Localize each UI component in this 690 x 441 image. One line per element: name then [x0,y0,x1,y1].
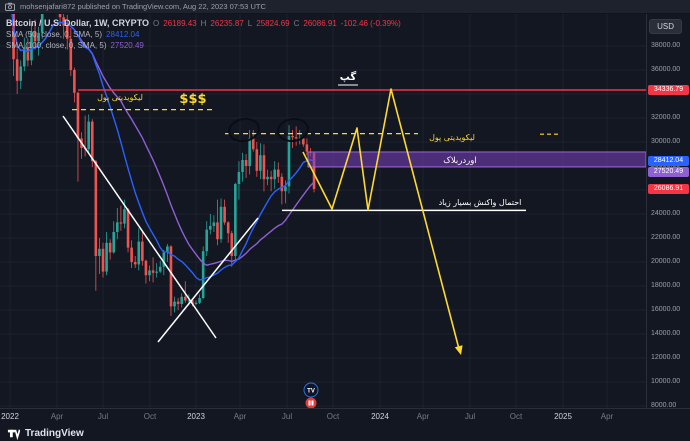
footer-bar: TradingView [0,425,690,441]
sma50-line[interactable] [10,14,315,281]
time-tick-label: Oct [509,412,523,421]
tradingview-logo-icon[interactable] [7,427,20,440]
time-tick-label: 2024 [371,412,389,421]
price-label-chip: 28412.04 [648,156,689,167]
time-tick-label: 2023 [187,412,205,421]
chart-legend: Bitcoin / U.S. Dollar, 1W, CRYPTO O 26189… [6,18,401,51]
time-tick-label: Oct [326,412,340,421]
low-label: L [247,19,253,28]
price-tick-label: 10000.00 [651,378,681,385]
time-tick-label: Jul [464,412,476,421]
price-label-chip: 27520.49 [648,166,689,177]
sma50-legend-label[interactable]: SMA (50, close, 0, SMA, 5) [6,30,103,39]
price-tick-label: 38000.00 [651,42,681,49]
annotation-text-1[interactable]: گپ [340,70,357,83]
price-tick-label: 24000.00 [651,210,681,217]
low-value: 25824.69 [256,19,290,28]
time-tick-label: Oct [143,412,157,421]
projection-path[interactable] [302,88,460,350]
symbol-title[interactable]: Bitcoin / U.S. Dollar, 1W, CRYPTO [6,18,150,28]
annotation-text-5[interactable]: اوردربلاک [443,156,477,166]
time-tick-label: Apr [233,412,247,421]
price-tick-label: 30000.00 [651,138,681,145]
price-tick-label: 36000.00 [651,66,681,73]
trendline-1[interactable] [62,115,217,339]
publish-info-bar: mohsenjafari872 published on TradingView… [0,0,690,14]
projection-arrowhead [454,345,463,355]
price-tick-label: 18000.00 [651,282,681,289]
time-tick-label: Apr [416,412,430,421]
peak-circle-1[interactable] [227,116,261,144]
currency-unit-button[interactable]: USD [649,19,682,34]
sma50-legend-value: 28412.04 [106,30,140,39]
sma100-legend-label[interactable]: SMA (100, close, 0, SMA, 5) [6,41,107,50]
camera-icon [5,2,15,11]
footer-brand[interactable]: TradingView [25,427,84,439]
time-tick-label: Jul [97,412,109,421]
publish-info-text: mohsenjafari872 published on TradingView… [20,2,266,11]
price-tick-label: 12000.00 [651,354,681,361]
publisher-avatar-icon[interactable] [305,397,317,409]
price-label-chip: 26086.91 [648,183,689,194]
peak-circle-2[interactable] [277,117,310,143]
open-label: O [153,19,160,28]
time-tick-label: Apr [50,412,64,421]
price-tick-label: 32000.00 [651,114,681,121]
price-tick-label: 20000.00 [651,258,681,265]
high-label: H [200,19,207,28]
time-tick-label: 2025 [554,412,572,421]
time-axis[interactable]: 2022 Apr Jul Oct 2023 Apr Jul Oct 2024 Apr Jul Oct 2… [0,408,690,425]
close-label: C [293,19,300,28]
high-value: 26235.87 [210,19,244,28]
annotation-text-6[interactable]: احتمال واکنش بسیار زیاد [439,198,522,207]
price-tick-label: 16000.00 [651,306,681,313]
time-tick-label: Jul [281,412,293,421]
sma100-legend-value: 27520.49 [110,41,144,50]
time-tick-label: Apr [600,412,614,421]
price-tick-label: 8000.00 [651,402,677,409]
close-value: 26086.91 [303,19,337,28]
sma100-line[interactable] [10,14,315,266]
chart-area: گپ لیکویدیتی پول $$$ لیکویدیتی پول اوردربلاک… [0,14,690,425]
order-block-zone[interactable] [307,151,646,168]
time-tick-label: 2022 [1,412,19,421]
tradingview-watermark-icon[interactable] [303,382,319,398]
open-value: 26189.43 [163,19,197,28]
price-label-chip: 34336.79 [648,84,689,95]
chart-plot[interactable]: گپ لیکویدیتی پول $$$ لیکویدیتی پول اوردربلاک… [0,14,646,408]
annotation-text-2[interactable]: لیکویدیتی پول [97,93,143,102]
candlestick-series [12,14,316,316]
price-tick-label: 22000.00 [651,234,681,241]
annotation-text-3[interactable]: $$$ [179,92,206,107]
watermark-tv-text: TV [307,389,315,395]
trendline-2[interactable] [157,217,259,343]
price-axis[interactable]: 38000.0036000.0034000.0032000.0030000.00… [646,14,690,409]
annotation-text-4[interactable]: لیکویدیتی پول [429,133,475,142]
price-tick-label: 14000.00 [651,330,681,337]
change-value: -102.46 (-0.39%) [340,19,401,28]
